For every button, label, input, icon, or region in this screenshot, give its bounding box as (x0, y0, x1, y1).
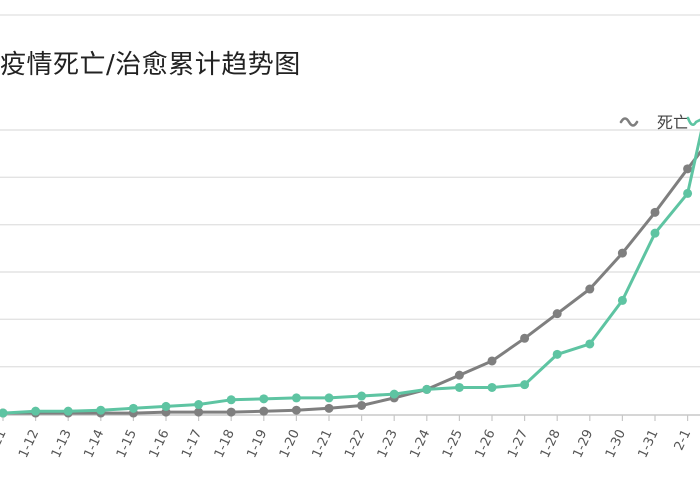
x-tick-label: 1-24 (407, 427, 433, 460)
recovered-series-point[interactable] (487, 382, 497, 392)
deaths-series-point[interactable] (324, 403, 334, 413)
x-tick-label: 1-30 (603, 427, 629, 460)
legend-recovered-swatch[interactable] (686, 116, 700, 126)
x-tick-label: 1-23 (375, 427, 401, 460)
deaths-series-point[interactable] (683, 164, 693, 174)
x-tick-label: 1-25 (440, 427, 466, 460)
x-tick-label: 1-20 (277, 427, 303, 460)
x-tick-label: 1-18 (212, 427, 238, 460)
deaths-series-point[interactable] (487, 356, 497, 366)
x-tick-label: 1-12 (16, 427, 42, 460)
x-tick-label: 1-31 (636, 427, 662, 460)
recovered-series-point[interactable] (96, 405, 106, 415)
recovered-series-point[interactable] (422, 384, 432, 394)
x-tick-label: 1-11 (0, 427, 10, 460)
recovered-series-point[interactable] (63, 406, 73, 416)
recovered-series-point[interactable] (128, 403, 138, 413)
x-tick-label: 2-1 (672, 427, 695, 453)
deaths-series-point[interactable] (520, 333, 530, 343)
x-tick-label: 1-16 (147, 427, 173, 460)
recovered-series-point[interactable] (520, 380, 530, 390)
x-tick-label: 1-21 (310, 427, 336, 460)
deaths-series-point[interactable] (291, 405, 301, 415)
deaths-series-point[interactable] (552, 309, 562, 319)
x-tick-label: 1-15 (114, 427, 140, 460)
x-tick-label: 1-28 (538, 427, 564, 460)
recovered-series-point[interactable] (650, 228, 660, 238)
recovered-series-point[interactable] (194, 400, 204, 410)
recovered-series-point[interactable] (552, 349, 562, 359)
recovered-series-point[interactable] (0, 408, 8, 418)
recovered-series-point[interactable] (585, 339, 595, 349)
chart-title: 疫情死亡/治愈累计趋势图 (0, 50, 301, 80)
deaths-series-point[interactable] (617, 248, 627, 258)
x-tick-label: 1-14 (81, 427, 107, 460)
legend-deaths-swatch[interactable] (619, 117, 639, 127)
deaths-series-point[interactable] (585, 284, 595, 294)
recovered-series-line (1, 130, 700, 415)
recovered-series-point[interactable] (226, 395, 236, 405)
recovered-series-point[interactable] (161, 401, 171, 411)
x-tick-label: 1-29 (570, 427, 596, 460)
deaths-series-point[interactable] (650, 207, 660, 217)
recovered-series-point[interactable] (31, 406, 41, 416)
plot-area (0, 130, 700, 418)
recovered-series-point[interactable] (683, 188, 693, 198)
deaths-series-point[interactable] (226, 407, 236, 417)
deaths-series-line (1, 150, 700, 415)
x-tick-label: 1-26 (473, 427, 499, 460)
recovered-series-point[interactable] (357, 391, 367, 401)
x-tick-label: 1-13 (49, 427, 75, 460)
x-tick-label: 1-27 (505, 427, 531, 460)
x-tick-label: 1-22 (342, 427, 368, 460)
deaths-series-point[interactable] (259, 406, 269, 416)
recovered-series-point[interactable] (324, 393, 334, 403)
top-divider (0, 14, 700, 16)
recovered-series-point[interactable] (291, 393, 301, 403)
legend-deaths-label: 死亡 (657, 113, 689, 132)
recovered-series-point[interactable] (454, 382, 464, 392)
x-tick-label: 1-19 (244, 427, 270, 460)
recovered-series-point[interactable] (259, 394, 269, 404)
recovered-series-point[interactable] (617, 295, 627, 305)
deaths-series-point[interactable] (454, 370, 464, 380)
deaths-series-point[interactable] (357, 400, 367, 410)
x-tick-label: 1-17 (179, 427, 205, 460)
recovered-series-point[interactable] (389, 389, 399, 399)
deaths-series-point[interactable] (194, 407, 204, 417)
